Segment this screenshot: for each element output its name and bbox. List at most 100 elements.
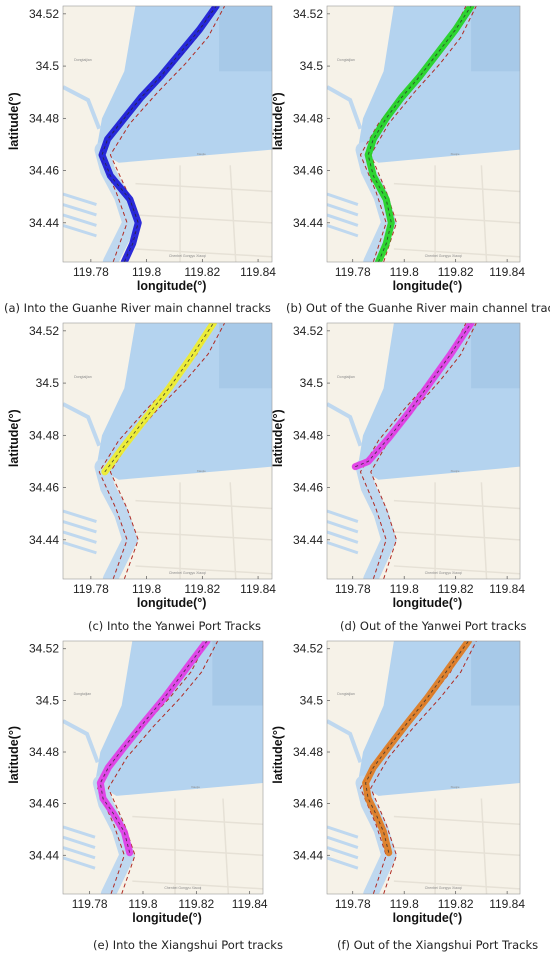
x-tick-label: 119.78 — [335, 265, 371, 279]
y-tick-label: 34.5 — [300, 693, 324, 707]
dock-channel — [327, 213, 359, 227]
y-axis-label: latitude(°) — [7, 409, 21, 467]
x-tick-label: 119.82 — [438, 582, 474, 596]
map-label: Chenbei Gongyu Xiaoqi — [164, 886, 201, 890]
road — [393, 880, 520, 890]
caption-d: (d) Out of the Yanwei Port tracks — [340, 619, 527, 633]
y-tick-label: 34.46 — [29, 797, 59, 811]
road — [229, 482, 237, 579]
dock-channel — [63, 213, 97, 227]
road — [222, 798, 230, 894]
dock-channel — [63, 223, 97, 238]
road — [135, 499, 272, 510]
dock-channel — [63, 825, 96, 839]
chart-panel-f: Dongtaijian Xiaojie Chenbei Gongyu Xiaoqi 1… — [271, 640, 525, 925]
dock-channel — [327, 846, 359, 860]
y-tick-label: 34.52 — [29, 642, 59, 656]
map-label: Dongtaijian — [74, 692, 92, 696]
track-band — [96, 641, 211, 857]
plot-frame — [62, 640, 264, 895]
map-label: Dongtaijian — [74, 58, 92, 62]
y-tick-label: 34.5 — [300, 376, 324, 390]
y-tick-label: 34.48 — [29, 111, 59, 125]
map-label: Chenbei Gongyu Xiaoqi — [169, 571, 206, 575]
dock-channel — [327, 520, 359, 534]
road — [393, 248, 520, 258]
y-tick-label: 34.48 — [293, 428, 323, 442]
map-label: Dongtaijian — [337, 58, 355, 62]
chart-panel-a: Dongtaijian Xiaojie Chenbei Gongyu Xiaoqi 1… — [7, 5, 276, 293]
dock-channel — [327, 224, 359, 238]
x-axis-label: longitude(°) — [393, 596, 463, 610]
basemap: Dongtaijian Xiaojie Chenbei Gongyu Xiaoqi — [327, 323, 520, 579]
road — [480, 165, 488, 262]
road — [480, 482, 488, 579]
plot-frame — [62, 5, 273, 263]
track-centerline — [104, 323, 214, 473]
y-tick-label: 34.52 — [29, 7, 59, 21]
dock-channel — [327, 835, 359, 849]
channel-boundary-line — [109, 323, 226, 579]
dock-channel — [63, 192, 97, 206]
y-axis-label: latitude(°) — [7, 726, 21, 784]
deep-water-area — [219, 6, 272, 72]
dock-channel — [63, 540, 97, 555]
plot-frame — [326, 5, 521, 263]
side-river — [63, 85, 102, 130]
road — [135, 565, 272, 575]
deep-water-area — [212, 641, 263, 706]
plot-frame — [326, 640, 521, 895]
map-label: Chenbei Gongyu Xiaoqi — [425, 254, 462, 258]
y-axis-label: latitude(°) — [271, 726, 285, 784]
y-tick-label: 34.52 — [293, 7, 323, 21]
y-tick-label: 34.52 — [293, 324, 323, 338]
x-axis-label: longitude(°) — [393, 911, 463, 925]
river-channel — [94, 459, 138, 579]
y-tick-label: 34.48 — [293, 111, 323, 125]
dock-channel — [63, 203, 97, 217]
y-tick-label: 34.5 — [36, 59, 60, 73]
y-tick-label: 34.48 — [293, 745, 323, 759]
dock-channel — [63, 520, 97, 534]
map-label: Xiaojie — [191, 785, 200, 789]
x-axis-label: longitude(°) — [137, 596, 207, 610]
basemap: Dongtaijian Xiaojie Chenbei Gongyu Xiaoqi — [327, 641, 520, 894]
y-tick-label: 34.46 — [293, 797, 323, 811]
map-label: Dongtaijian — [74, 375, 92, 379]
caption-e: (e) Into the Xiangshui Port tracks — [93, 938, 283, 952]
y-axis-label: latitude(°) — [271, 409, 285, 467]
y-tick-label: 34.46 — [29, 481, 59, 495]
basemap: Dongtaijian Xiaojie Chenbei Gongyu Xiaoqi — [63, 323, 272, 579]
map-label: Dongtaijian — [337, 692, 355, 696]
y-tick-label: 34.5 — [36, 376, 60, 390]
y-tick-label: 34.44 — [293, 216, 323, 230]
caption-a: (a) Into the Guanhe River main channel t… — [4, 301, 271, 315]
deep-water-area — [471, 641, 520, 706]
side-river — [327, 719, 363, 764]
y-tick-label: 34.48 — [29, 428, 59, 442]
chart-panel-b: Dongtaijian Xiaojie Chenbei Gongyu Xiaoqi 1… — [271, 5, 525, 293]
dock-channel — [63, 530, 97, 544]
y-axis-label: latitude(°) — [7, 92, 21, 150]
caption-f: (f) Out of the Xiangshui Port Tracks — [337, 938, 539, 952]
map-label: Xiaojie — [197, 469, 206, 473]
y-tick-label: 34.5 — [36, 693, 60, 707]
road — [132, 880, 263, 890]
road — [393, 499, 520, 510]
x-tick-label: 119.82 — [438, 265, 474, 279]
x-tick-label: 119.8 — [390, 265, 419, 279]
x-tick-label: 119.82 — [178, 897, 214, 911]
map-label: Chenbei Gongyu Xiaoqi — [425, 571, 462, 575]
x-tick-label: 119.82 — [184, 582, 220, 596]
x-tick-label: 119.82 — [184, 265, 220, 279]
dock-channel — [63, 509, 97, 523]
side-river — [63, 402, 102, 447]
road — [393, 531, 520, 541]
road — [393, 214, 520, 224]
dock-channel — [327, 825, 359, 839]
x-tick-label: 119.8 — [128, 897, 157, 911]
dock-channel — [327, 203, 359, 217]
channel-boundary-line — [107, 641, 219, 894]
y-tick-label: 34.44 — [29, 848, 59, 862]
